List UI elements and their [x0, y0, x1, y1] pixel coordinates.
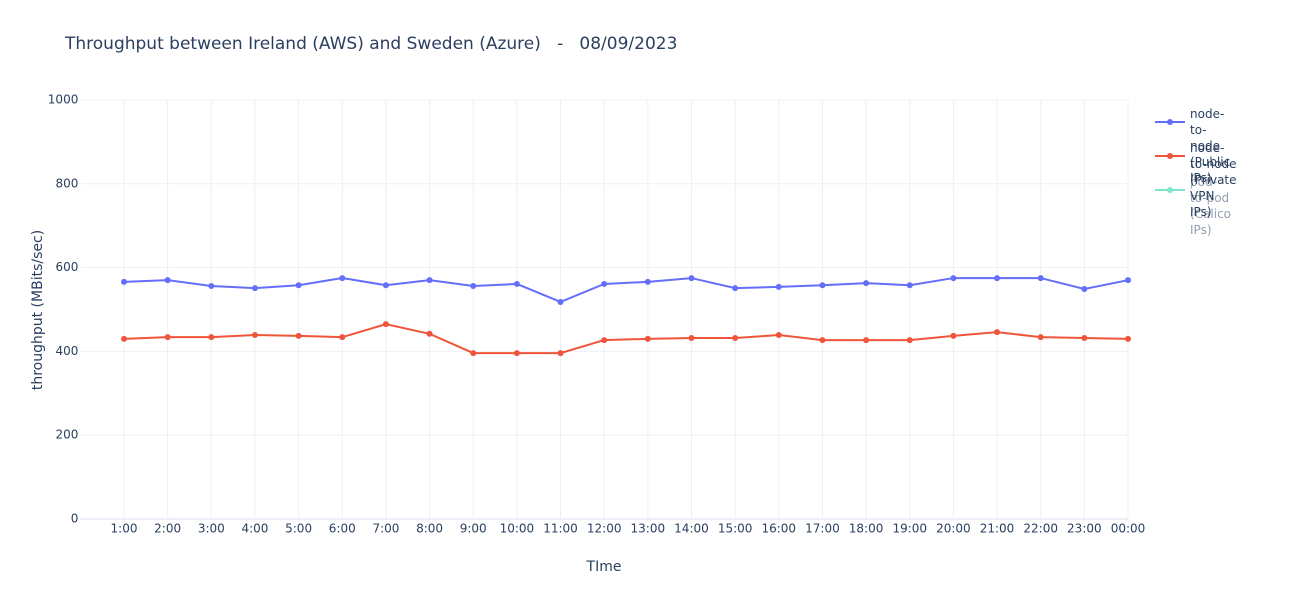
x-tick-label: 7:00 [372, 522, 399, 536]
y-tick-label: 800 [55, 176, 78, 190]
data-point [121, 335, 128, 342]
x-tick-label: 1:00 [111, 522, 138, 536]
x-tick-label: 17:00 [805, 522, 840, 536]
data-point [732, 285, 739, 292]
data-point [557, 298, 564, 305]
legend-label: node-to-node (Public IPs) [1190, 107, 1231, 185]
x-tick-label: 11:00 [543, 522, 578, 536]
data-point [382, 282, 389, 289]
x-tick-label: 5:00 [285, 522, 312, 536]
data-point [382, 321, 389, 328]
data-point [775, 283, 782, 290]
x-tick-label: 21:00 [980, 522, 1015, 536]
data-point [950, 332, 957, 339]
data-point [557, 350, 564, 357]
data-point [601, 280, 608, 287]
x-tick-label: 13:00 [631, 522, 666, 536]
data-point [688, 275, 695, 282]
data-point [208, 334, 215, 341]
data-point [295, 332, 302, 339]
y-axis-title: throughput (MBits/sec) [30, 230, 46, 390]
data-point [994, 275, 1001, 282]
data-point [994, 329, 1001, 336]
x-tick-label: 14:00 [674, 522, 709, 536]
data-point [251, 332, 258, 339]
y-tick-label: 400 [55, 344, 78, 358]
x-tick-label: 00:00 [1111, 522, 1146, 536]
y-tick-label: 200 [55, 428, 78, 442]
series-line [123, 323, 1129, 355]
series-line [123, 277, 1129, 304]
data-point [1037, 334, 1044, 341]
data-point [1037, 275, 1044, 282]
data-point [775, 332, 782, 339]
data-point [426, 277, 433, 284]
x-tick-label: 20:00 [936, 522, 971, 536]
x-tick-label: 3:00 [198, 522, 225, 536]
data-point [601, 337, 608, 344]
legend-label: pod-to-pod (Calico IPs) [1190, 175, 1232, 237]
x-tick-label: 2:00 [154, 522, 181, 536]
data-point [950, 275, 957, 282]
data-point [251, 285, 258, 292]
legend-marker [1167, 119, 1173, 125]
x-tick-label: 6:00 [329, 522, 356, 536]
legend-swatch [1155, 153, 1185, 159]
data-point [1125, 277, 1131, 284]
x-tick-label: 8:00 [416, 522, 443, 536]
data-point [339, 334, 346, 341]
legend-swatch [1155, 119, 1185, 125]
x-tick-label: 22:00 [1023, 522, 1058, 536]
x-tick-label: 19:00 [892, 522, 927, 536]
data-point [164, 277, 171, 284]
data-point [819, 282, 826, 289]
y-tick-label: 0 [71, 512, 79, 526]
x-tick-label: 12:00 [587, 522, 622, 536]
data-point [121, 278, 128, 285]
data-point [164, 334, 171, 341]
data-point [863, 337, 870, 344]
chart-title: Throughput between Ireland (AWS) and Swe… [64, 34, 677, 54]
data-point [863, 280, 870, 287]
y-tick-label: 1000 [48, 93, 79, 107]
data-point [470, 283, 477, 290]
x-tick-label: 9:00 [460, 522, 487, 536]
data-point [644, 335, 651, 342]
data-point [644, 278, 651, 285]
x-tick-label: 23:00 [1067, 522, 1102, 536]
data-point [513, 350, 520, 357]
data-point [470, 350, 477, 357]
legend-marker [1167, 187, 1173, 193]
data-point [426, 330, 433, 337]
legend-label: node-to-node (Private VPN IPs) [1190, 141, 1237, 219]
x-tick-label: 16:00 [761, 522, 796, 536]
data-point [339, 275, 346, 282]
y-tick-label: 600 [55, 260, 78, 274]
data-point [732, 334, 739, 341]
data-point [819, 337, 826, 344]
data-point [1081, 334, 1088, 341]
legend-marker [1167, 153, 1173, 159]
x-tick-label: 4:00 [241, 522, 268, 536]
data-point [688, 334, 695, 341]
data-point [208, 283, 215, 290]
x-tick-label: 15:00 [718, 522, 753, 536]
data-point [513, 280, 520, 287]
data-point [906, 282, 913, 289]
data-point [295, 282, 302, 289]
x-tick-label: 10:00 [500, 522, 535, 536]
x-axis-title: TIme [586, 559, 622, 575]
legend-swatch [1155, 187, 1185, 193]
data-point [1125, 335, 1131, 342]
x-tick-label: 18:00 [849, 522, 884, 536]
data-point [906, 337, 913, 344]
data-point [1081, 285, 1088, 292]
